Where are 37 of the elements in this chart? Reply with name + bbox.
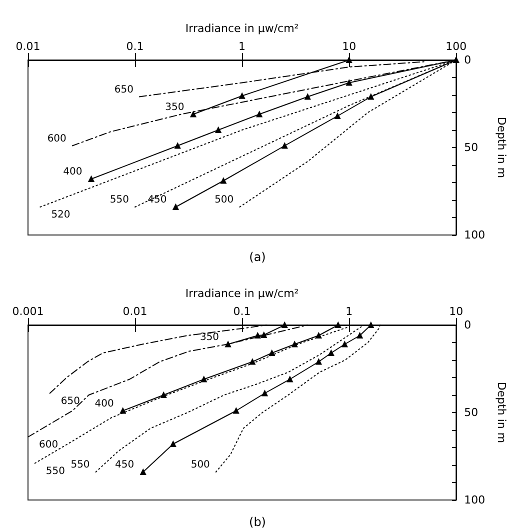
x-tick-label: 10 <box>449 305 464 318</box>
x-tick-label: 10 <box>342 40 356 53</box>
series-label: 450 <box>148 194 167 206</box>
y-tick-label: 100 <box>464 228 486 242</box>
text: (b) <box>249 515 266 529</box>
x-tick-label: 0.01 <box>16 40 40 53</box>
series-label: 600 <box>47 133 66 144</box>
series-label: 650 <box>60 396 80 407</box>
y-axis-title: Depth in m <box>495 382 508 444</box>
series-label: 400 <box>94 398 114 410</box>
x-tick-label: 0.1 <box>126 40 144 53</box>
y-tick-label: 50 <box>464 406 478 419</box>
x-tick-label: 0.1 <box>233 305 251 318</box>
series-label: 550 <box>110 194 130 206</box>
x-axis-title: Irradiance in μw/cm² <box>185 22 299 35</box>
y-tick-label: 0 <box>464 318 472 332</box>
series-label: 520 <box>51 210 70 220</box>
x-tick-label: 0.001 <box>12 305 44 318</box>
x-tick-label: 0.01 <box>122 305 148 318</box>
series-label: 650 <box>114 84 134 96</box>
series-label: 500 <box>190 460 210 470</box>
series-label: 350 <box>200 332 220 343</box>
y-tick-label: 50 <box>464 141 478 154</box>
y-tick-label: 100 <box>464 494 486 506</box>
series-label: 450 <box>115 460 134 470</box>
y-axis-title: Depth in m <box>495 116 508 178</box>
series-label: 550 <box>46 466 65 477</box>
x-axis-title: Irradiance in μw/cm² <box>185 287 299 300</box>
series-label: 600 <box>39 440 58 450</box>
x-tick-label: 1 <box>346 305 353 318</box>
series-label: 350 <box>165 102 184 113</box>
text: (a) <box>249 250 266 264</box>
series-label: 400 <box>63 166 82 178</box>
x-tick-label: 1 <box>238 40 246 53</box>
y-tick-label: 0 <box>464 54 472 66</box>
series-label: 500 <box>214 194 234 206</box>
series-label: 550 <box>70 460 90 470</box>
